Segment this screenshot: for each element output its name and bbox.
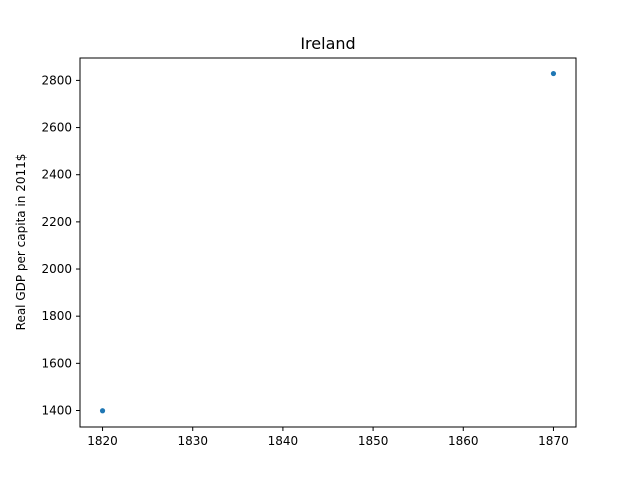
y-tick-label: 1600 — [41, 356, 72, 370]
y-tick-label: 2000 — [41, 262, 72, 276]
x-tick-label: 1850 — [358, 434, 389, 448]
y-tick-label: 2800 — [41, 73, 72, 87]
y-tick-label: 1800 — [41, 309, 72, 323]
x-axis: 1820 1830 1840 1850 1860 1870 — [87, 427, 569, 448]
x-tick-label: 1860 — [448, 434, 479, 448]
y-axis: 1400 1600 1800 2000 2200 2400 2600 2800 — [41, 73, 80, 417]
data-point — [550, 70, 557, 77]
y-tick-label: 2600 — [41, 121, 72, 135]
y-tick-label: 1400 — [41, 403, 72, 417]
y-tick-label: 2200 — [41, 215, 72, 229]
chart-title: Ireland — [300, 34, 355, 53]
x-tick-label: 1840 — [268, 434, 299, 448]
data-point — [99, 408, 106, 414]
x-tick-label: 1820 — [87, 434, 118, 448]
y-axis-label: Real GDP per capita in 2011$ — [14, 154, 28, 331]
plot-frame — [79, 57, 577, 428]
y-tick-label: 2400 — [41, 168, 72, 182]
data-points — [99, 70, 557, 414]
x-tick-label: 1830 — [177, 434, 208, 448]
x-tick-label: 1870 — [538, 434, 569, 448]
